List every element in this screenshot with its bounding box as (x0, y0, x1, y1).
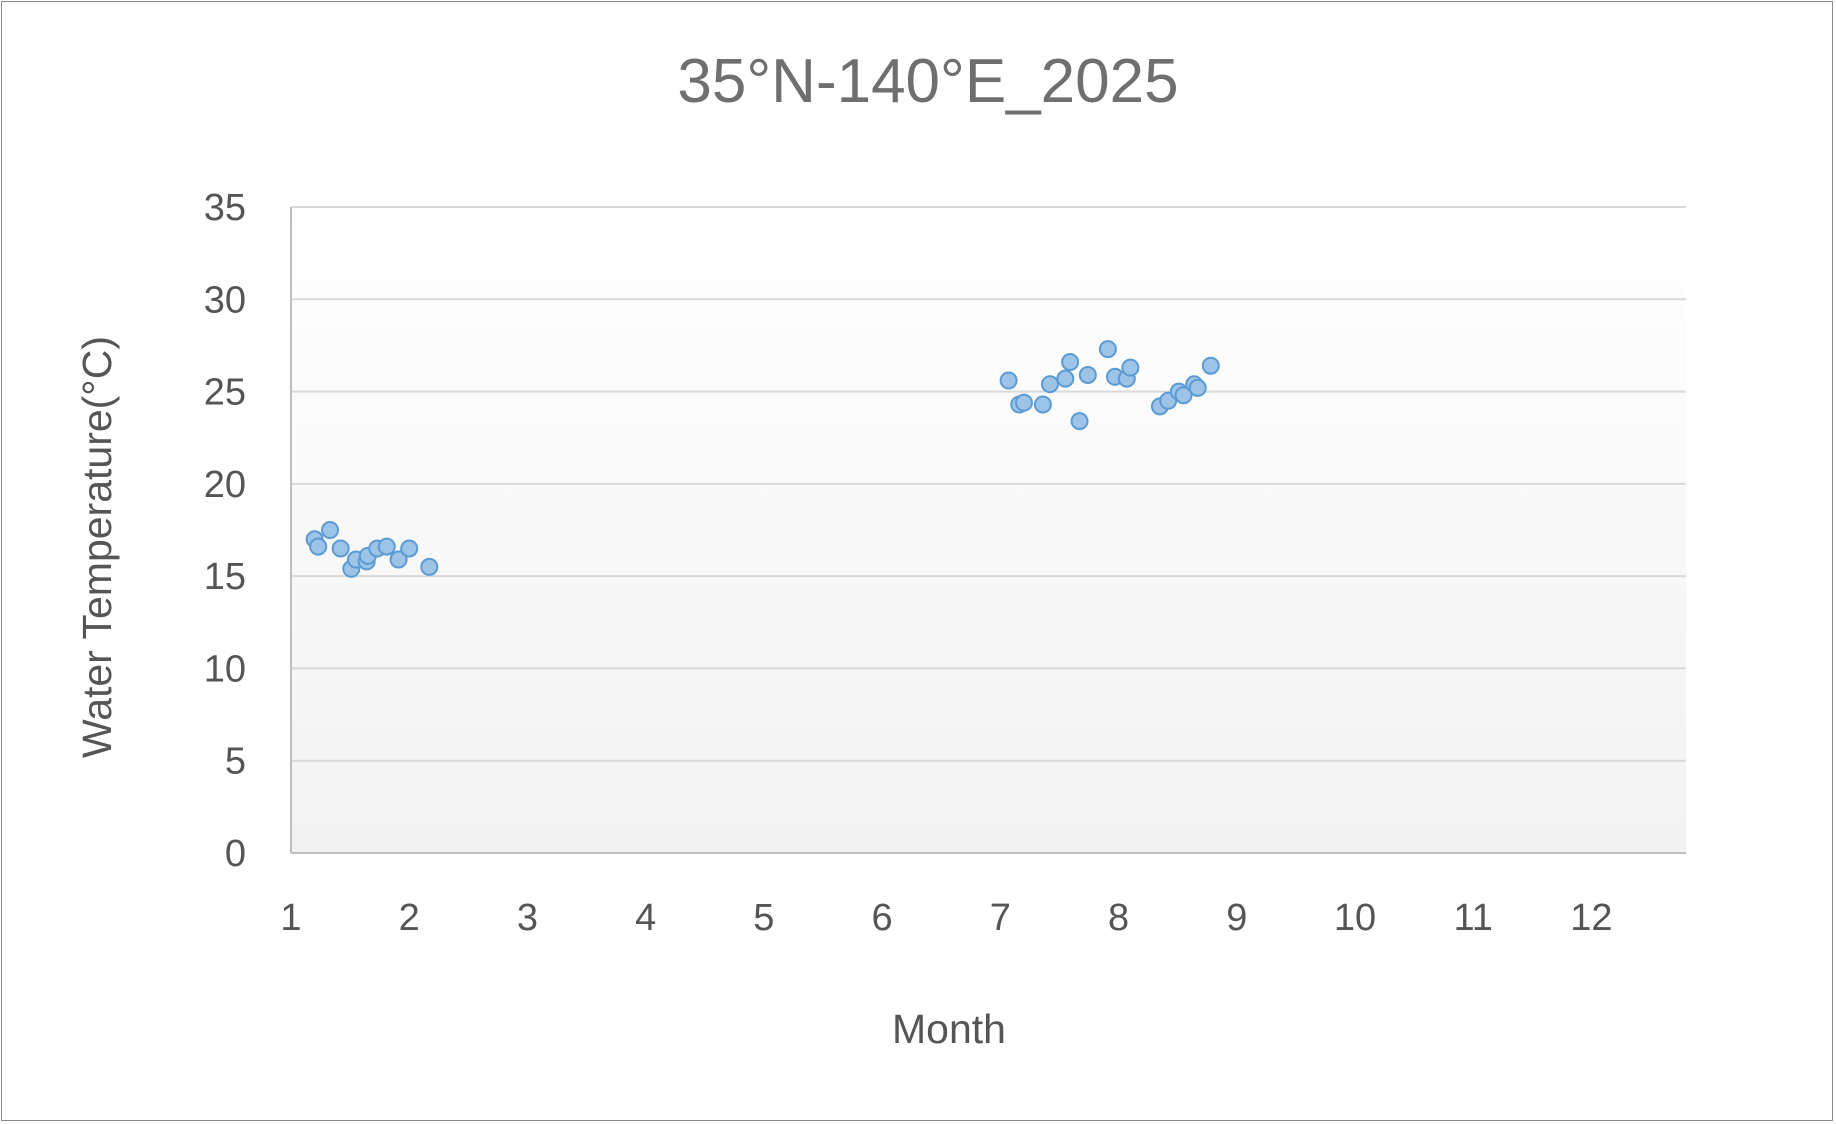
data-point (1061, 353, 1080, 372)
y-tick-label: 30 (204, 279, 246, 321)
x-tick-label: 9 (1226, 897, 1247, 939)
x-tick-label: 4 (635, 897, 656, 939)
data-point (389, 550, 408, 569)
x-tick-label: 12 (1570, 897, 1612, 939)
x-tick-label: 1 (280, 897, 301, 939)
x-tick-label: 5 (753, 897, 774, 939)
data-point (1040, 375, 1059, 394)
x-tick-label: 11 (1453, 897, 1492, 939)
data-point (1121, 358, 1140, 377)
data-point (1033, 395, 1052, 414)
data-point (999, 371, 1018, 390)
x-tick-label: 7 (990, 897, 1011, 939)
x-tick-label: 6 (872, 897, 893, 939)
data-point (1174, 386, 1193, 405)
x-tick-label: 10 (1334, 897, 1376, 939)
data-point (1188, 378, 1207, 397)
data-point (1201, 356, 1220, 375)
data-point (1078, 365, 1097, 384)
data-point (1056, 369, 1075, 388)
data-point (309, 537, 328, 556)
x-axis-label: Month (892, 1006, 1006, 1052)
plot-area (291, 207, 1686, 853)
data-point (377, 537, 396, 556)
y-tick-label: 20 (204, 464, 246, 506)
data-point (1014, 393, 1033, 412)
y-tick-label: 15 (204, 556, 246, 598)
data-point (1070, 412, 1089, 431)
y-tick-label: 0 (225, 833, 246, 875)
y-tick-label: 25 (204, 372, 246, 414)
y-tick-label: 35 (204, 187, 246, 229)
chart-title: 35°N-140°E_2025 (677, 47, 1179, 116)
x-tick-label: 3 (517, 897, 538, 939)
data-point (321, 521, 340, 539)
data-point (1098, 340, 1117, 359)
x-tick-label: 2 (399, 897, 420, 939)
data-point (400, 539, 419, 558)
data-point (331, 539, 350, 558)
x-tick-label: 8 (1108, 897, 1129, 939)
data-point (420, 557, 439, 576)
y-tick-label: 5 (225, 741, 246, 783)
y-tick-label: 10 (204, 648, 246, 690)
